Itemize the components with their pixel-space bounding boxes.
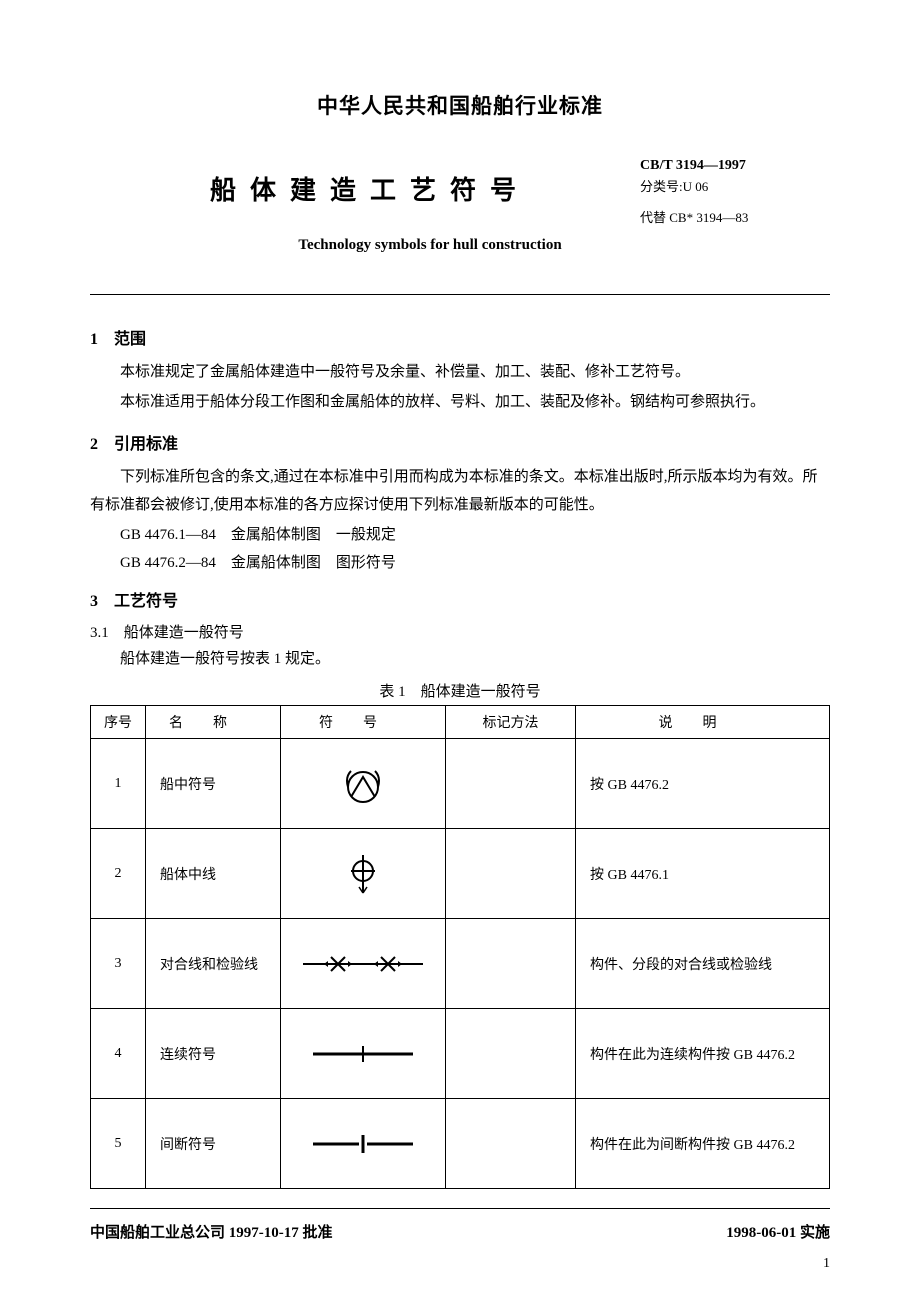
class-label: 分类号:U 06: [640, 177, 830, 198]
section-2-title: 引用标准: [114, 436, 178, 453]
cell-seq: 4: [91, 1009, 146, 1099]
subtitle-english: Technology symbols for hull construction: [30, 237, 830, 254]
table-row: 2 船体中线 按 GB 4476.1: [91, 829, 830, 919]
table-row: 3 对合线和检验线: [91, 919, 830, 1009]
section-3-num: 3: [90, 593, 98, 610]
cell-symbol: [281, 1009, 446, 1099]
footer-divider: [90, 1208, 830, 1209]
cell-seq: 5: [91, 1099, 146, 1189]
intermittent-symbol-icon: [303, 1132, 423, 1156]
page-footer: 中国船舶工业总公司 1997-10-17 批准 1998-06-01 实施: [90, 1208, 830, 1242]
top-divider: [90, 294, 830, 295]
cell-symbol: [281, 1099, 446, 1189]
cell-symbol: [281, 739, 446, 829]
cell-mark: [446, 1009, 576, 1099]
cell-desc: 构件、分段的对合线或检验线: [576, 919, 830, 1009]
cell-name: 间断符号: [146, 1099, 281, 1189]
standard-code: CB/T 3194—1997: [640, 155, 830, 177]
section-1-para-2: 本标准适用于船体分段工作图和金属船体的放样、号料、加工、装配及修补。钢结构可参照…: [90, 389, 830, 417]
cell-seq: 1: [91, 739, 146, 829]
country-standard-title: 中华人民共和国船舶行业标准: [90, 90, 830, 120]
cell-desc: 按 GB 4476.2: [576, 739, 830, 829]
section-3-1-heading: 3.1 船体建造一般符号: [90, 621, 830, 642]
midship-symbol-icon: [333, 759, 393, 809]
cell-desc: 构件在此为间断构件按 GB 4476.2: [576, 1099, 830, 1189]
cell-name: 船体中线: [146, 829, 281, 919]
section-1-heading: 1 范围: [90, 325, 830, 349]
section-2-heading: 2 引用标准: [90, 430, 830, 454]
table-row: 4 连续符号 构件在此为连续构件按 GB 4476.2: [91, 1009, 830, 1099]
section-2-ref-1: GB 4476.1—84 金属船体制图 一般规定: [120, 522, 830, 550]
cell-desc: 构件在此为连续构件按 GB 4476.2: [576, 1009, 830, 1099]
standard-meta: CB/T 3194—1997 分类号:U 06 代替 CB* 3194—83: [640, 155, 830, 229]
col-seq: 序号: [91, 706, 146, 739]
table-row: 1 船中符号 按 GB 4476.2: [91, 739, 830, 829]
replaces-text: 代替 CB* 3194—83: [640, 208, 830, 229]
section-1-para-1: 本标准规定了金属船体建造中一般符号及余量、补偿量、加工、装配、修补工艺符号。: [90, 359, 830, 387]
col-mark: 标记方法: [446, 706, 576, 739]
section-1-title: 范围: [114, 331, 146, 348]
section-2-num: 2: [90, 436, 98, 453]
cell-mark: [446, 739, 576, 829]
section-3-heading: 3 工艺符号: [90, 587, 830, 611]
table-row: 5 间断符号 构件在此为间断构件按 GB 4476.2: [91, 1099, 830, 1189]
page-number: 1: [823, 1256, 830, 1272]
cell-mark: [446, 1099, 576, 1189]
cell-desc: 按 GB 4476.1: [576, 829, 830, 919]
cell-name: 连续符号: [146, 1009, 281, 1099]
centerline-symbol-icon: [343, 849, 383, 899]
col-desc: 说明: [576, 706, 830, 739]
cell-symbol: [281, 919, 446, 1009]
section-3-1-para: 船体建造一般符号按表 1 规定。: [90, 646, 830, 674]
col-name: 名称: [146, 706, 281, 739]
cell-symbol: [281, 829, 446, 919]
cell-seq: 3: [91, 919, 146, 1009]
header-row: 船体建造工艺符号 CB/T 3194—1997 分类号:U 06 代替 CB* …: [90, 155, 830, 229]
cell-seq: 2: [91, 829, 146, 919]
section-2-ref-2: GB 4476.2—84 金属船体制图 图形符号: [120, 550, 830, 578]
section-3-1-num: 3.1: [90, 625, 109, 641]
section-3-title: 工艺符号: [114, 593, 178, 610]
section-1-num: 1: [90, 331, 98, 348]
cell-mark: [446, 919, 576, 1009]
section-2-para-1: 下列标准所包含的条文,通过在本标准中引用而构成为本标准的条文。本标准出版时,所示…: [90, 464, 830, 520]
cell-name: 船中符号: [146, 739, 281, 829]
section-3-1-title: 船体建造一般符号: [124, 625, 244, 641]
alignment-line-icon: [298, 949, 428, 979]
table-caption: 表 1 船体建造一般符号: [90, 680, 830, 701]
approved-text: 中国船舶工业总公司 1997-10-17 批准: [90, 1221, 333, 1242]
effective-text: 1998-06-01 实施: [726, 1221, 830, 1242]
main-title: 船体建造工艺符号: [210, 170, 530, 207]
cell-name: 对合线和检验线: [146, 919, 281, 1009]
table-header-row: 序号 名称 符号 标记方法 说明: [91, 706, 830, 739]
cell-mark: [446, 829, 576, 919]
symbols-table: 序号 名称 符号 标记方法 说明 1 船中符号 按 GB 4476.2 2 船体…: [90, 705, 830, 1189]
continuous-symbol-icon: [303, 1042, 423, 1066]
col-symbol: 符号: [281, 706, 446, 739]
